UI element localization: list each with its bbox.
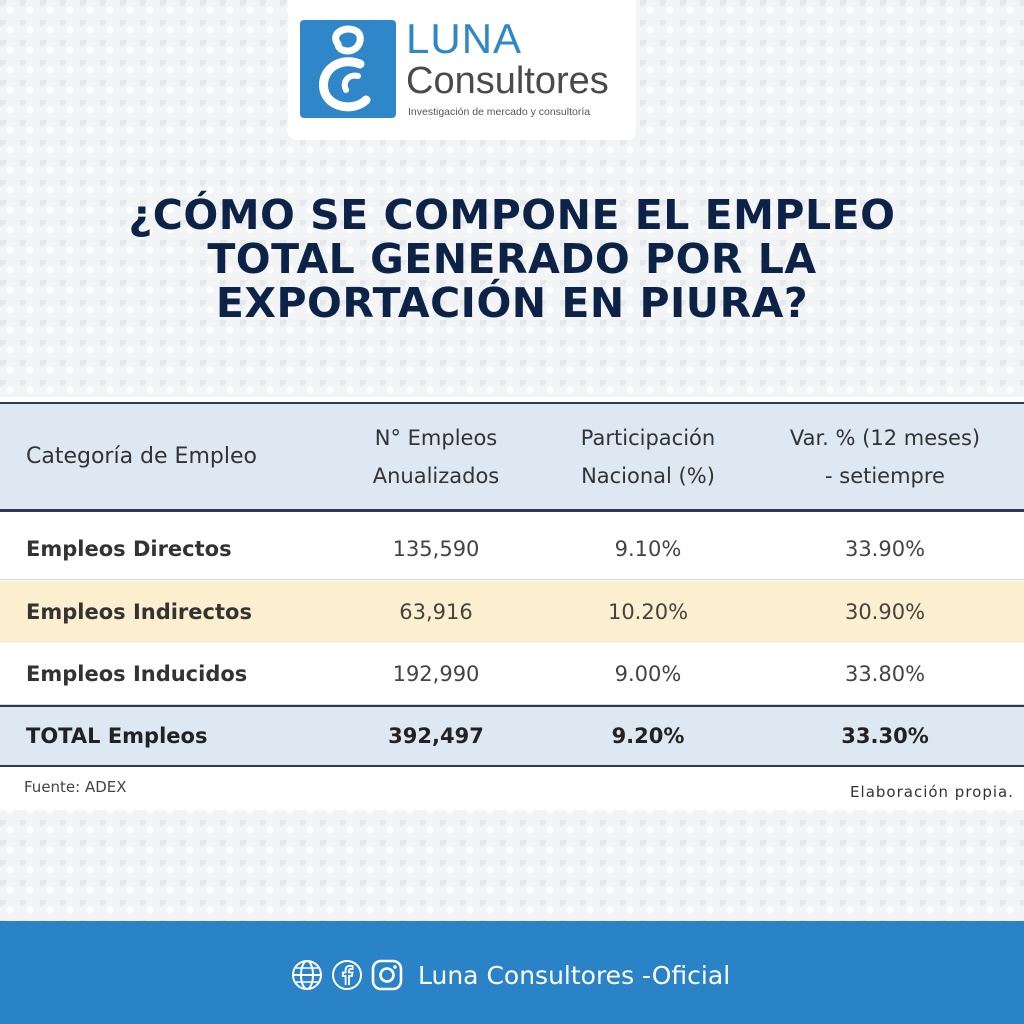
column-header-employees: N° Empleos Anualizados <box>372 425 500 488</box>
footer-bar: Luna Consultores -Oficial <box>0 921 1024 1024</box>
table-row: Empleos Indirectos 63,916 10.20% 30.90% <box>0 581 1024 643</box>
footer-account-name: Luna Consultores -Oficial <box>418 960 731 990</box>
facebook-icon[interactable] <box>330 958 364 992</box>
total-label: TOTAL Empleos <box>26 724 208 748</box>
row-category: Empleos Directos <box>26 537 232 561</box>
row-category: Empleos Indirectos <box>26 600 252 624</box>
title-line: TOTAL GENERADO POR LA <box>207 235 817 283</box>
logo-mark-icon <box>300 20 396 118</box>
row-employees: 192,990 <box>392 662 480 686</box>
row-variation: 30.90% <box>844 600 926 624</box>
title-line: EXPORTACIÓN EN PIURA? <box>215 279 809 327</box>
instagram-icon[interactable] <box>370 958 404 992</box>
logo: LUNA Consultores Investigación de mercad… <box>288 0 636 140</box>
page-title: ¿CÓMO SE COMPONE EL EMPLEO TOTAL GENERAD… <box>30 193 994 325</box>
row-employees: 63,916 <box>399 600 473 624</box>
table-header-row: Categoría de Empleo N° Empleos Anualizado… <box>0 402 1024 512</box>
logo-name-top: LUNA <box>406 15 523 62</box>
row-variation: 33.80% <box>844 662 926 686</box>
title-line: ¿CÓMO SE COMPONE EL EMPLEO <box>128 191 896 239</box>
globe-icon[interactable] <box>290 958 324 992</box>
total-national-share: 9.20% <box>611 724 685 748</box>
row-category: Empleos Inducidos <box>26 662 248 686</box>
logo-name-bottom: Consultores <box>406 60 609 102</box>
table-total-row: TOTAL Empleos 392,497 9.20% 33.30% <box>0 705 1024 767</box>
table-row: Empleos Directos 135,590 9.10% 33.90% <box>0 518 1024 580</box>
column-header-variation: Var. % (12 meses) - setiempre <box>789 425 981 488</box>
row-national-share: 9.00% <box>614 662 682 686</box>
column-header-national-share: Participación Nacional (%) <box>580 425 716 488</box>
row-employees: 135,590 <box>392 537 480 561</box>
row-national-share: 9.10% <box>614 537 682 561</box>
source-note: Fuente: ADEX <box>24 778 127 796</box>
credit-note: Elaboración propia. <box>850 783 1014 801</box>
logo-tagline: Investigación de mercado y consultoría <box>408 106 591 118</box>
row-national-share: 10.20% <box>607 600 689 624</box>
total-variation: 33.30% <box>841 724 929 748</box>
table-row: Empleos Inducidos 192,990 9.00% 33.80% <box>0 643 1024 705</box>
column-header-category: Categoría de Empleo <box>26 443 257 469</box>
social-links: Luna Consultores -Oficial <box>290 957 730 993</box>
employment-table: Categoría de Empleo N° Empleos Anualizado… <box>0 397 1024 810</box>
row-variation: 33.90% <box>844 537 926 561</box>
total-employees: 392,497 <box>388 724 484 748</box>
